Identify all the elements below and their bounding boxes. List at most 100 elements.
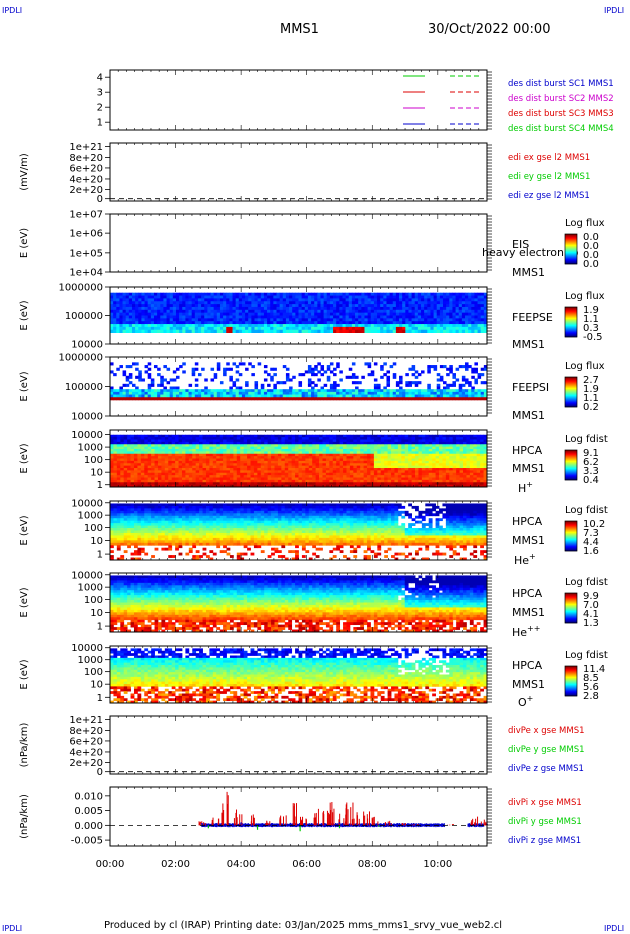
heatmap-cell [257, 389, 262, 393]
heatmap-cell [380, 456, 385, 459]
heatmap-cell [199, 437, 203, 440]
heatmap-cell [285, 309, 290, 314]
heatmap-cell [232, 301, 237, 305]
heatmap-cell [137, 484, 142, 488]
heatmap-cell [175, 389, 180, 393]
heatmap-cell [110, 312, 114, 316]
heatmap-cell [436, 329, 441, 333]
heatmap-cell [202, 449, 207, 452]
heatmap-cell [320, 391, 325, 395]
heatmap-cell [171, 477, 176, 481]
colorbar-tick-label: 0.0 [583, 259, 599, 270]
heatmap-cell [120, 484, 125, 488]
heatmap-cell [430, 309, 434, 314]
heatmap-cell [458, 383, 463, 387]
heatmap-cell [157, 449, 162, 452]
colorbar-cell [565, 388, 577, 390]
y-tick-label: 10000 [71, 412, 103, 423]
heatmap-cell [245, 383, 249, 387]
heatmap-cell [150, 381, 155, 385]
heatmap-cell [226, 472, 231, 476]
heatmap-cell [226, 463, 231, 467]
heatmap-cell [133, 482, 138, 486]
heatmap-cell [301, 298, 306, 302]
heatmap-cell [172, 318, 177, 322]
heatmap-cell [122, 391, 127, 395]
heatmap-cell [274, 439, 279, 443]
heatmap-cell [380, 295, 384, 299]
heatmap-cell [250, 477, 255, 481]
heatmap-cell [238, 315, 243, 319]
heatmap-cell [349, 468, 354, 471]
heatmap-cell [127, 470, 131, 474]
heatmap-cell [329, 441, 334, 445]
heatmap-cell [383, 298, 387, 302]
heatmap-cell [195, 472, 200, 476]
heatmap-cell [199, 465, 203, 469]
heatmap-cell [449, 306, 453, 311]
heatmap-cell [325, 470, 330, 474]
heatmap-cell [264, 477, 269, 481]
heatmap-cell [408, 295, 412, 299]
heatmap-cell [201, 394, 205, 398]
colorbar-cell [565, 381, 577, 383]
heatmap-cell [169, 301, 174, 305]
heatmap-cell [219, 482, 224, 486]
heatmap-cell [120, 468, 125, 471]
heatmap-cell [205, 475, 210, 478]
heatmap-cell [377, 456, 382, 459]
heatmap-cell [163, 324, 167, 328]
heatmap-cell [319, 475, 323, 478]
heatmap-cell [216, 472, 221, 476]
heatmap-cell [384, 453, 389, 457]
heatmap-cell [188, 434, 193, 438]
heatmap-cell [430, 365, 434, 369]
heatmap-cell [205, 446, 210, 450]
heatmap-cell [277, 449, 282, 452]
heatmap-cell [157, 482, 162, 486]
heatmap-cell [232, 292, 237, 296]
heatmap-cell [477, 394, 482, 398]
heatmap-cell [130, 437, 135, 440]
heatmap-cell [461, 298, 466, 302]
heatmap-cell [119, 397, 123, 401]
heatmap-cell [305, 453, 310, 457]
heatmap-cell [370, 456, 375, 459]
heatmap-cell [329, 444, 334, 448]
heatmap-cell [263, 312, 268, 316]
heatmap-cell [336, 484, 341, 488]
heatmap-cell [285, 329, 290, 333]
heatmap-cell [205, 477, 210, 481]
heatmap-cell [443, 321, 447, 325]
heatmap-cell [345, 389, 350, 393]
heatmap-cell [178, 434, 183, 438]
heatmap-cell [399, 381, 403, 385]
heatmap-cell [219, 326, 224, 331]
heatmap-cell [127, 444, 131, 448]
heatmap-cell [191, 292, 196, 296]
heatmap-cell [147, 449, 152, 452]
heatmap-cell [360, 463, 365, 467]
heatmap-cell [212, 472, 217, 476]
heatmap-cell [161, 463, 166, 467]
heatmap-cell [210, 292, 215, 296]
heatmap-cell [130, 463, 135, 467]
heatmap-cell [292, 324, 296, 328]
heatmap-cell [223, 441, 227, 445]
heatmap-cell [377, 460, 382, 464]
heatmap-cell [298, 397, 303, 401]
heatmap-cell [219, 449, 224, 452]
heatmap-cell [207, 389, 211, 393]
heatmap-cell [353, 444, 358, 448]
heatmap-cell [455, 295, 460, 299]
heatmap-cell [317, 301, 321, 305]
heatmap-cell [233, 437, 238, 440]
colorbar-cell [565, 378, 577, 380]
heatmap-cell [181, 446, 186, 450]
heatmap-cell [408, 367, 412, 371]
heatmap-cell [192, 463, 197, 467]
heatmap-cell [414, 383, 419, 387]
heatmap-cell [172, 298, 177, 302]
heatmap-cell [315, 446, 320, 450]
heatmap-cell [356, 458, 361, 462]
